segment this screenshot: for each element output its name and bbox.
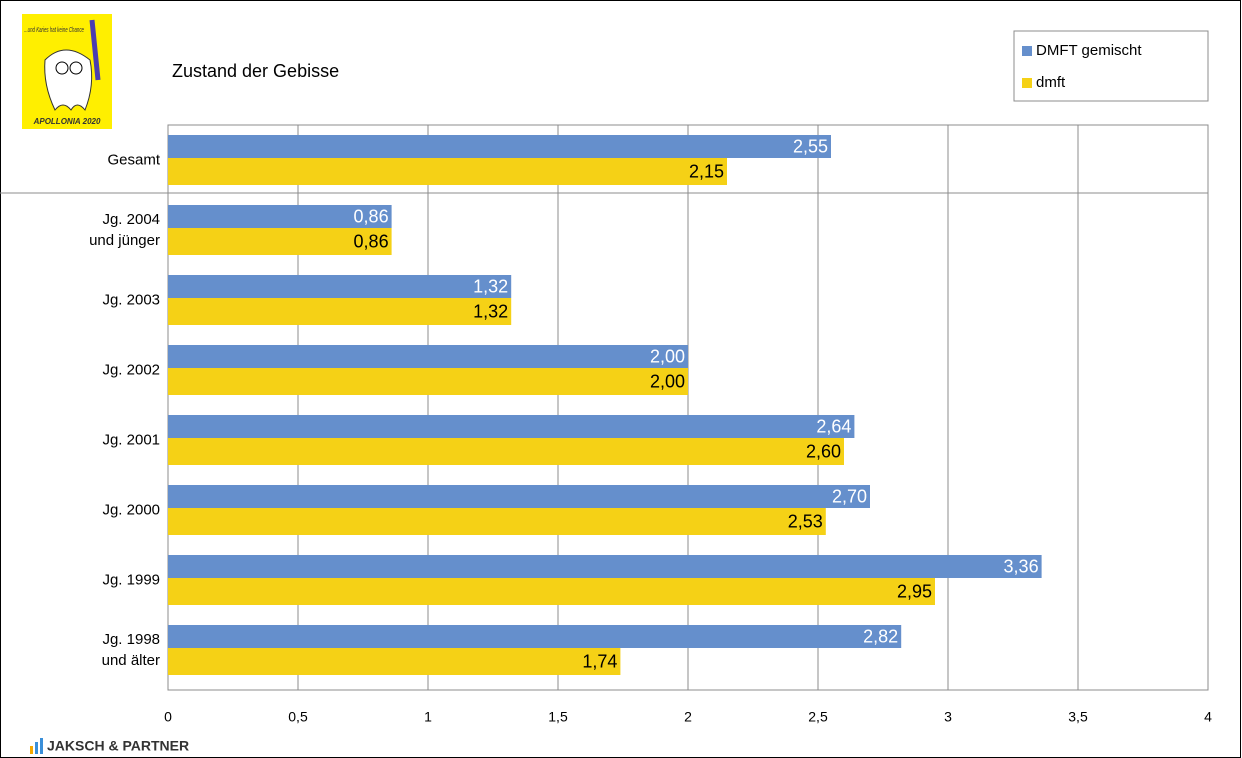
- value-label: 2,64: [816, 416, 851, 436]
- x-tick-label: 0,5: [288, 709, 308, 725]
- logo-brush: [89, 19, 101, 81]
- bar: [168, 508, 826, 535]
- bar: [168, 625, 902, 648]
- value-label: 0,86: [354, 206, 389, 226]
- value-label: 1,74: [582, 651, 617, 671]
- logo-tooth: [44, 49, 93, 111]
- bar: [168, 415, 855, 438]
- bar: [168, 135, 831, 158]
- legend-box: [1013, 30, 1209, 102]
- value-label: 2,60: [806, 441, 841, 461]
- legend-swatch: [1022, 78, 1032, 88]
- value-label: 1,32: [473, 276, 508, 296]
- chart-title: Zustand der Gebisse: [172, 61, 339, 81]
- bar: [168, 298, 512, 325]
- value-label: 2,55: [793, 136, 828, 156]
- x-tick-label: 3,5: [1068, 709, 1088, 725]
- legend-label: DMFT gemischt: [1036, 42, 1142, 59]
- bar: [168, 578, 935, 605]
- legend-swatch: [1022, 46, 1032, 56]
- value-label: 2,00: [650, 346, 685, 366]
- value-label: 2,70: [832, 486, 867, 506]
- x-tick-label: 1,5: [548, 709, 568, 725]
- footer-logo: JAKSCH & PARTNER: [30, 738, 189, 754]
- value-label: 0,86: [354, 231, 389, 251]
- y-tick-label: Jg. 1999: [102, 571, 160, 589]
- x-tick-label: 2: [684, 709, 692, 725]
- logo-eye: [55, 61, 69, 75]
- logo: ...und Karies hat keine Chance APOLLONIA…: [22, 14, 112, 129]
- y-tick-label: Gesamt: [107, 151, 160, 169]
- y-tick-label: Jg. 2002: [102, 361, 160, 379]
- bar: [168, 228, 392, 255]
- footer-icon: [40, 738, 43, 754]
- x-tick-label: 0: [164, 709, 172, 725]
- plot-border: [167, 124, 1209, 691]
- y-tick-label: Jg. 2001: [102, 431, 160, 449]
- bar: [168, 485, 870, 508]
- y-tick-label: Jg. 1998 und älter: [101, 631, 160, 669]
- y-tick-label: Jg. 2003: [102, 291, 160, 309]
- bar: [168, 345, 688, 368]
- value-label: 2,95: [897, 581, 932, 601]
- x-tick-label: 2,5: [808, 709, 828, 725]
- footer-text: JAKSCH & PARTNER: [47, 738, 189, 754]
- x-tick-label: 3: [944, 709, 952, 725]
- y-tick-label: Jg. 2000: [102, 501, 160, 519]
- bar: [168, 205, 392, 228]
- logo-text: ...und Karies hat keine Chance: [24, 27, 84, 34]
- y-tick-label: Jg. 2004 und jünger: [89, 211, 160, 249]
- bar: [168, 368, 688, 395]
- logo-caption: APOLLONIA 2020: [33, 117, 101, 126]
- value-label: 2,53: [788, 511, 823, 531]
- value-label: 2,00: [650, 371, 685, 391]
- bar: [168, 275, 512, 298]
- footer-icon: [35, 742, 38, 754]
- value-label: 1,32: [473, 301, 508, 321]
- x-tick-label: 4: [1204, 709, 1212, 725]
- value-label: 3,36: [1004, 556, 1039, 576]
- footer-icon: [30, 746, 33, 754]
- bar: [168, 438, 844, 465]
- logo-eye: [69, 61, 83, 75]
- value-label: 2,82: [863, 626, 898, 646]
- bar: [168, 158, 727, 185]
- x-tick-label: 1: [424, 709, 432, 725]
- bar: [168, 648, 621, 675]
- value-label: 2,15: [689, 161, 724, 181]
- bar: [168, 555, 1042, 578]
- legend-label: dmft: [1036, 74, 1066, 91]
